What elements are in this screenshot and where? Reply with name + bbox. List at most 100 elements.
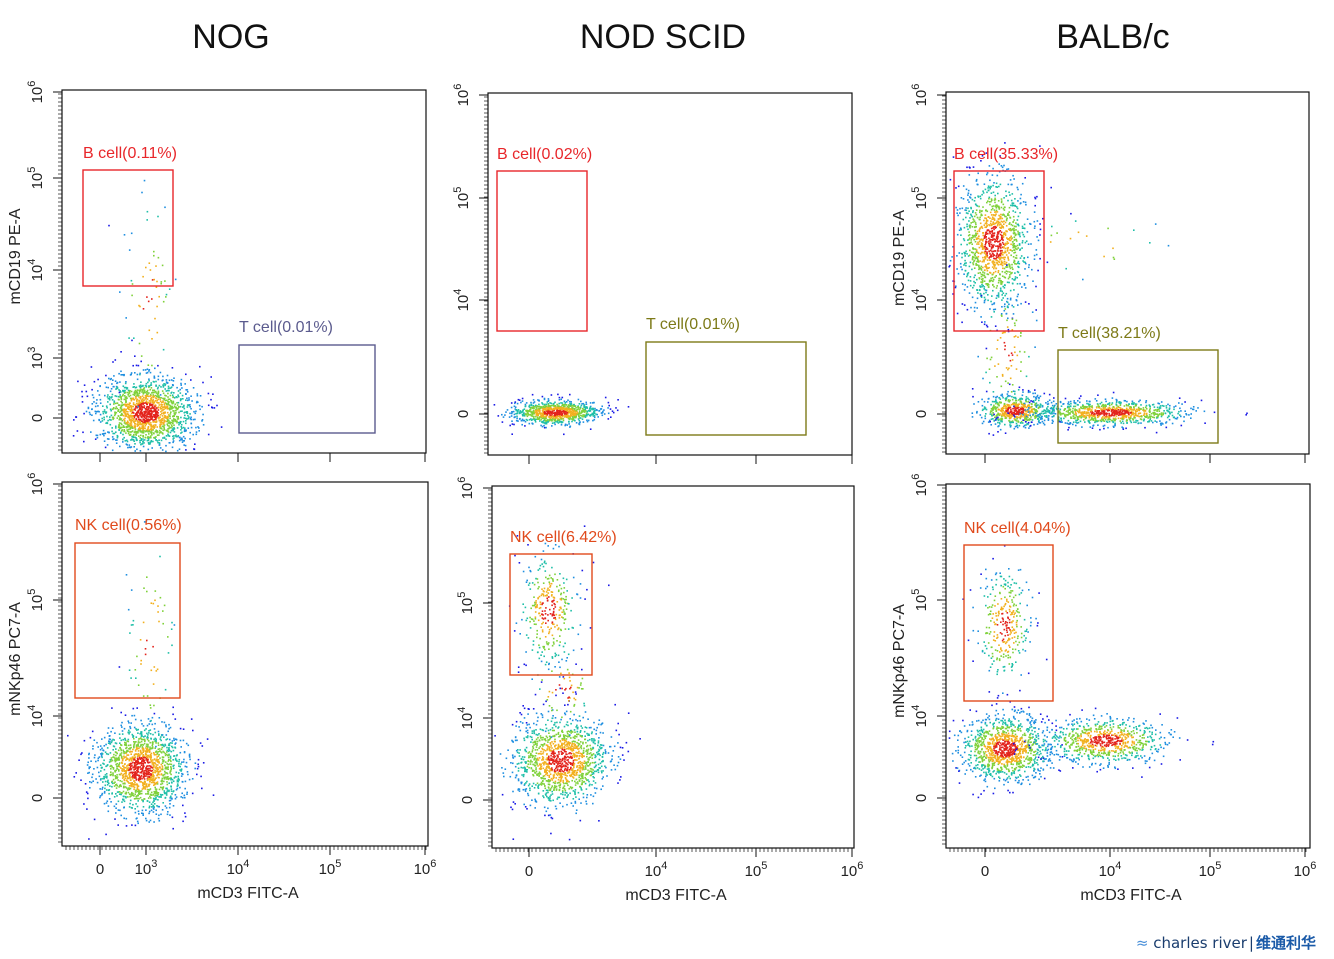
event-dot <box>1014 247 1017 250</box>
event-dot <box>528 414 530 416</box>
event-dot <box>141 398 144 400</box>
event-dot <box>579 414 582 417</box>
event-dot <box>165 381 168 383</box>
event-dot <box>1009 421 1011 423</box>
event-dot <box>180 403 183 405</box>
event-dot <box>557 422 560 424</box>
event-dot <box>1184 401 1186 403</box>
event-dot <box>1009 236 1012 239</box>
event-dot <box>575 422 578 424</box>
event-dot <box>518 411 521 413</box>
event-dot <box>974 196 976 199</box>
event-dot <box>1053 414 1055 417</box>
event-dot <box>179 422 181 425</box>
event-dot <box>1001 290 1003 293</box>
event-dot <box>558 411 561 413</box>
event-dot <box>105 405 108 407</box>
event-dot <box>572 410 575 412</box>
event-dot <box>991 246 994 249</box>
event-dot <box>988 266 990 269</box>
event-dot <box>974 282 976 284</box>
event-dot <box>184 444 187 447</box>
event-dot <box>1020 397 1023 400</box>
event-dot <box>1006 281 1009 284</box>
event-dot <box>151 397 153 399</box>
event-dot <box>541 414 543 417</box>
event-dot <box>160 386 162 388</box>
event-dot <box>1167 403 1169 406</box>
event-dot <box>578 407 580 409</box>
event-dot <box>180 429 182 431</box>
event-dot <box>172 384 174 387</box>
event-dot <box>958 229 961 231</box>
event-dot <box>125 401 127 403</box>
event-dot <box>118 398 120 401</box>
event-dot <box>994 197 996 200</box>
event-dot <box>156 280 158 283</box>
event-dot <box>516 415 518 418</box>
event-dot <box>162 437 164 439</box>
event-dot <box>168 379 171 382</box>
event-dot <box>139 388 142 390</box>
event-dot <box>159 431 162 434</box>
event-dot <box>103 416 105 419</box>
event-dot <box>569 413 572 416</box>
event-dot <box>1029 223 1032 225</box>
event-dot <box>987 216 990 218</box>
event-dot <box>133 394 136 397</box>
event-dot <box>97 405 99 407</box>
event-dot <box>194 412 197 415</box>
event-dot <box>102 429 105 432</box>
event-dot <box>510 402 513 404</box>
event-dot <box>967 272 970 274</box>
event-dot <box>559 415 561 417</box>
event-dot <box>131 397 133 400</box>
event-dot <box>111 427 113 429</box>
event-dot <box>154 411 157 414</box>
event-dot <box>980 213 983 216</box>
event-dot <box>992 250 995 253</box>
event-dot <box>122 425 125 427</box>
event-dot <box>173 414 175 417</box>
event-dot <box>128 392 131 394</box>
event-dot <box>571 416 574 418</box>
event-dot <box>541 407 544 410</box>
event-dot <box>167 396 169 398</box>
event-dot <box>979 285 981 287</box>
event-dot <box>136 448 138 451</box>
event-dot <box>970 193 972 196</box>
event-dot <box>1034 204 1036 207</box>
event-dot <box>984 276 986 278</box>
event-dot <box>1020 411 1023 414</box>
event-dot <box>150 382 152 384</box>
event-dot <box>168 387 170 389</box>
event-dot <box>995 402 997 405</box>
event-dot <box>994 250 997 252</box>
event-dot <box>155 417 158 419</box>
event-dot <box>990 254 992 257</box>
event-dot <box>1003 232 1005 234</box>
event-dot <box>1021 241 1024 244</box>
event-dot <box>976 230 979 233</box>
event-dot <box>149 417 152 419</box>
event-dot <box>155 384 157 387</box>
event-dot <box>560 406 562 409</box>
event-dot <box>184 427 186 429</box>
event-dot <box>1008 407 1010 409</box>
event-dot <box>994 270 997 273</box>
event-dot <box>104 446 107 449</box>
event-dot <box>1028 404 1030 407</box>
event-dot <box>952 246 954 248</box>
event-dot <box>582 414 584 416</box>
event-dot <box>1024 287 1027 289</box>
event-dot <box>1013 417 1016 420</box>
event-dot <box>987 283 989 285</box>
event-dot <box>145 382 148 385</box>
event-dot <box>1029 424 1032 427</box>
event-dot <box>986 273 989 275</box>
event-dot <box>154 404 157 406</box>
event-dot <box>1119 410 1122 413</box>
event-dot <box>112 407 115 410</box>
event-dot <box>539 406 542 408</box>
event-dot <box>1011 202 1014 204</box>
